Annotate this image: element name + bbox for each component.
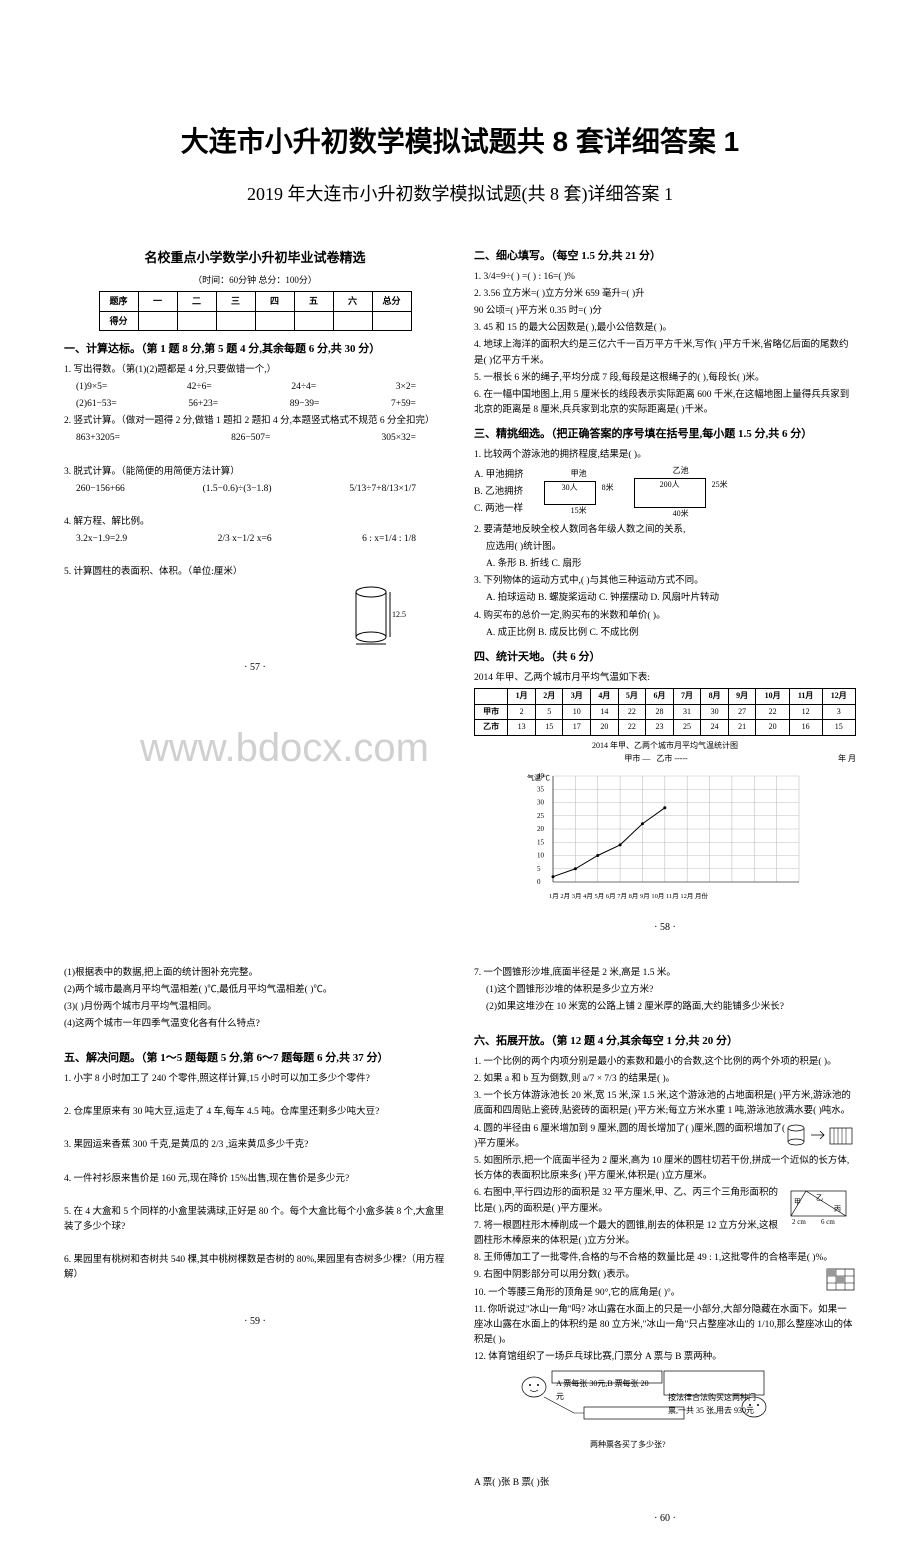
pool-a-diagram: 甲池 30人 8米 15米	[544, 468, 614, 518]
score-th: 题序	[99, 292, 138, 311]
q3: 3. 脱式计算。（能简便的用简便方法计算）	[64, 465, 446, 480]
temperature-chart: 0510152025303540气温/℃1月 2月 3月 4月 5月 6月 7月…	[525, 770, 805, 900]
svg-text:甲: 甲	[794, 1198, 801, 1206]
svg-text:25: 25	[537, 811, 545, 819]
q2: 2. 竖式计算。（做对一题得 2 分,做错 1 题扣 2 题扣 4 分,本题竖式…	[64, 414, 446, 429]
page-num-58: · 58 ·	[474, 920, 856, 936]
svg-text:5: 5	[537, 864, 541, 872]
page-58: 二、细心填写。（每空 1.5 分,共 21 分） 1. 3/4=9÷( ) =(…	[470, 236, 860, 940]
sec3-title: 三、精挑细选。（把正确答案的序号填在括号里,每小题 1.5 分,共 6 分）	[474, 426, 856, 444]
cylinder-to-cuboid-icon	[786, 1122, 856, 1154]
svg-text:2 cm: 2 cm	[792, 1218, 806, 1226]
svg-text:10: 10	[537, 851, 545, 859]
svg-text:气温/℃: 气温/℃	[527, 773, 550, 782]
shaded-grid-icon	[826, 1268, 856, 1298]
svg-text:12.5: 12.5	[392, 610, 406, 619]
sec5-title: 五、解决问题。（第 1～5 题每题 5 分,第 6～7 题每题 6 分,共 37…	[64, 1050, 446, 1068]
q1: 1. 写出得数。（第(1)(2)题都是 4 分,只要做错一个,）	[64, 363, 446, 378]
svg-text:1月 2月 3月 4月 5月 6月 7月 8月 9月 10月: 1月 2月 3月 4月 5月 6月 7月 8月 9月 10月 11月 12月 月…	[549, 891, 709, 900]
sec6-title: 六、拓展开放。（第 12 题 4 分,其余每空 1 分,共 20 分）	[474, 1033, 856, 1051]
subtitle: 2019 年大连市小升初数学模拟试题(共 8 套)详细答案 1	[60, 180, 860, 206]
page-num-57: · 57 ·	[64, 660, 446, 676]
chart-title: 2014 年甲、乙两个城市月平均气温统计图	[474, 740, 856, 753]
pool-b-diagram: 乙池 200人 25米 40米	[634, 465, 728, 521]
temperature-table: 1月2月3月4月5月6月7月8月9月10月11月12月 甲市2510142228…	[474, 688, 856, 736]
main-title: 大连市小升初数学模拟试题共 8 套详细答案 1	[60, 120, 860, 160]
page-num-60: · 60 ·	[474, 1511, 856, 1527]
sec4-title: 四、统计天地。（共 6 分）	[474, 649, 856, 667]
q5: 5. 计算圆柱的表面积、体积。（单位:厘米）	[64, 565, 446, 580]
svg-text:30: 30	[537, 798, 545, 806]
svg-text:6 cm: 6 cm	[821, 1218, 835, 1226]
svg-text:乙: 乙	[816, 1194, 823, 1202]
watermark: www.bdocx.com	[140, 716, 429, 780]
page-60: 7. 一个圆锥形沙堆,底面半径是 2 米,高是 1.5 米。 (1)这个圆锥形沙…	[470, 960, 860, 1532]
triangle-diagram: 甲 乙 丙 2 cm 6 cm	[786, 1186, 856, 1232]
timing: （时间：60分钟 总分：100分）	[64, 273, 446, 287]
svg-text:20: 20	[537, 825, 545, 833]
paper-header: 名校重点小学数学小升初毕业试卷精选	[64, 248, 446, 269]
sec2-title: 二、细心填写。（每空 1.5 分,共 21 分）	[474, 248, 856, 266]
page-59: (1)根据表中的数据,把上面的统计图补充完整。 (2)两个城市最高月平均气温相差…	[60, 960, 450, 1532]
svg-text:15: 15	[537, 838, 545, 846]
svg-text:丙: 丙	[834, 1205, 841, 1213]
page-57: 名校重点小学数学小升初毕业试卷精选 （时间：60分钟 总分：100分） 题序 一…	[60, 236, 450, 940]
q4: 4. 解方程、解比例。	[64, 515, 446, 530]
svg-text:0: 0	[537, 878, 541, 886]
score-table: 题序 一 二 三 四 五 六 总分 得分	[99, 291, 412, 331]
cylinder-diagram: 12.5	[346, 582, 406, 658]
page-num-59: · 59 ·	[64, 1314, 446, 1330]
sec1-title: 一、计算达标。（第 1 题 8 分,第 5 题 4 分,其余每题 6 分,共 3…	[64, 341, 446, 359]
svg-text:35: 35	[537, 785, 545, 793]
score-row-label: 得分	[99, 311, 138, 330]
